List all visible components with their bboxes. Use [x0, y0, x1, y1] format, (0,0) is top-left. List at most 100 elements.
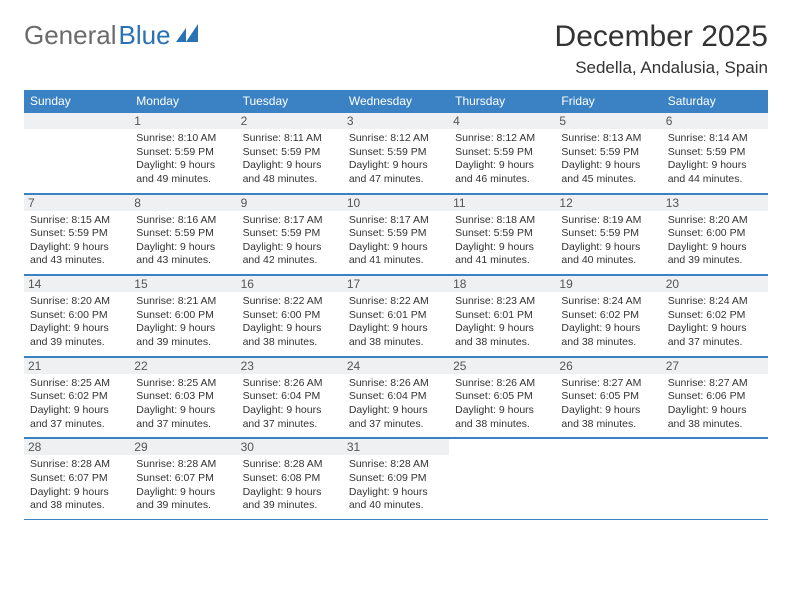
- daylight-line: Daylight: 9 hours and 39 minutes.: [136, 322, 230, 349]
- sunrise-line: Sunrise: 8:25 AM: [136, 377, 230, 391]
- daylight-line: Daylight: 9 hours and 38 minutes.: [455, 404, 549, 431]
- day-number: 23: [237, 358, 343, 374]
- sunset-line: Sunset: 6:01 PM: [455, 309, 549, 323]
- day-number: 15: [130, 276, 236, 292]
- week-row: 1Sunrise: 8:10 AMSunset: 5:59 PMDaylight…: [24, 112, 768, 194]
- sunset-line: Sunset: 6:07 PM: [30, 472, 124, 486]
- sunset-line: Sunset: 6:02 PM: [668, 309, 762, 323]
- day-cell: 3Sunrise: 8:12 AMSunset: 5:59 PMDaylight…: [343, 112, 449, 193]
- sunset-line: Sunset: 6:04 PM: [243, 390, 337, 404]
- day-number: 25: [449, 358, 555, 374]
- daylight-line: Daylight: 9 hours and 38 minutes.: [455, 322, 549, 349]
- sunrise-line: Sunrise: 8:15 AM: [30, 214, 124, 228]
- day-cell: 26Sunrise: 8:27 AMSunset: 6:05 PMDayligh…: [555, 357, 661, 438]
- sunset-line: Sunset: 6:07 PM: [136, 472, 230, 486]
- day-cell: [555, 438, 661, 519]
- daylight-line: Daylight: 9 hours and 37 minutes.: [668, 322, 762, 349]
- day-cell: 11Sunrise: 8:18 AMSunset: 5:59 PMDayligh…: [449, 194, 555, 275]
- daylight-line: Daylight: 9 hours and 43 minutes.: [136, 241, 230, 268]
- day-cell: [662, 438, 768, 519]
- sunrise-line: Sunrise: 8:22 AM: [243, 295, 337, 309]
- day-cell: 31Sunrise: 8:28 AMSunset: 6:09 PMDayligh…: [343, 438, 449, 519]
- title-block: December 2025 Sedella, Andalusia, Spain: [555, 20, 768, 78]
- sunrise-line: Sunrise: 8:22 AM: [349, 295, 443, 309]
- weekday-header: Tuesday: [237, 90, 343, 112]
- daylight-line: Daylight: 9 hours and 40 minutes.: [349, 486, 443, 513]
- day-number: 16: [237, 276, 343, 292]
- day-cell: 30Sunrise: 8:28 AMSunset: 6:08 PMDayligh…: [237, 438, 343, 519]
- day-number: 9: [237, 195, 343, 211]
- sunset-line: Sunset: 6:04 PM: [349, 390, 443, 404]
- day-number: 12: [555, 195, 661, 211]
- daylight-line: Daylight: 9 hours and 49 minutes.: [136, 159, 230, 186]
- sunset-line: Sunset: 5:59 PM: [243, 146, 337, 160]
- sunrise-line: Sunrise: 8:20 AM: [668, 214, 762, 228]
- sunrise-line: Sunrise: 8:24 AM: [668, 295, 762, 309]
- day-cell: 16Sunrise: 8:22 AMSunset: 6:00 PMDayligh…: [237, 275, 343, 356]
- daylight-line: Daylight: 9 hours and 42 minutes.: [243, 241, 337, 268]
- day-number: 5: [555, 113, 661, 129]
- sunset-line: Sunset: 5:59 PM: [561, 146, 655, 160]
- sunrise-line: Sunrise: 8:14 AM: [668, 132, 762, 146]
- sunrise-line: Sunrise: 8:24 AM: [561, 295, 655, 309]
- day-number: 2: [237, 113, 343, 129]
- sunset-line: Sunset: 6:08 PM: [243, 472, 337, 486]
- day-number: 26: [555, 358, 661, 374]
- day-cell: 1Sunrise: 8:10 AMSunset: 5:59 PMDaylight…: [130, 112, 236, 193]
- brand-logo: GeneralBlue: [24, 20, 202, 51]
- daylight-line: Daylight: 9 hours and 37 minutes.: [136, 404, 230, 431]
- sunset-line: Sunset: 6:00 PM: [243, 309, 337, 323]
- calendar: SundayMondayTuesdayWednesdayThursdayFrid…: [24, 90, 768, 520]
- daylight-line: Daylight: 9 hours and 37 minutes.: [30, 404, 124, 431]
- day-number: 20: [662, 276, 768, 292]
- day-cell: 5 Sunrise: 8:13 AMSunset: 5:59 PMDaylight…: [555, 112, 661, 193]
- day-cell: 9Sunrise: 8:17 AMSunset: 5:59 PMDaylight…: [237, 194, 343, 275]
- day-cell: 29Sunrise: 8:28 AMSunset: 6:07 PMDayligh…: [130, 438, 236, 519]
- daylight-line: Daylight: 9 hours and 44 minutes.: [668, 159, 762, 186]
- sunset-line: Sunset: 5:59 PM: [561, 227, 655, 241]
- sunset-line: Sunset: 5:59 PM: [136, 227, 230, 241]
- weekday-header: Friday: [555, 90, 661, 112]
- location-label: Sedella, Andalusia, Spain: [555, 58, 768, 78]
- sunrise-line: Sunrise: 8:19 AM: [561, 214, 655, 228]
- day-number: 3: [343, 113, 449, 129]
- day-cell: 23Sunrise: 8:26 AMSunset: 6:04 PMDayligh…: [237, 357, 343, 438]
- day-cell: 8Sunrise: 8:16 AMSunset: 5:59 PMDaylight…: [130, 194, 236, 275]
- day-number: 30: [237, 439, 343, 455]
- daylight-line: Daylight: 9 hours and 48 minutes.: [243, 159, 337, 186]
- daylight-line: Daylight: 9 hours and 39 minutes.: [243, 486, 337, 513]
- sunrise-line: Sunrise: 8:26 AM: [455, 377, 549, 391]
- weekday-header: Wednesday: [343, 90, 449, 112]
- day-cell: 10Sunrise: 8:17 AMSunset: 5:59 PMDayligh…: [343, 194, 449, 275]
- day-cell: 15Sunrise: 8:21 AMSunset: 6:00 PMDayligh…: [130, 275, 236, 356]
- daylight-line: Daylight: 9 hours and 39 minutes.: [136, 486, 230, 513]
- daylight-line: Daylight: 9 hours and 45 minutes.: [561, 159, 655, 186]
- sunrise-line: Sunrise: 8:13 AM: [561, 132, 655, 146]
- day-cell: 19Sunrise: 8:24 AMSunset: 6:02 PMDayligh…: [555, 275, 661, 356]
- day-number: 11: [449, 195, 555, 211]
- day-cell: 14Sunrise: 8:20 AMSunset: 6:00 PMDayligh…: [24, 275, 130, 356]
- sunset-line: Sunset: 5:59 PM: [243, 227, 337, 241]
- daylight-line: Daylight: 9 hours and 40 minutes.: [561, 241, 655, 268]
- day-number: 24: [343, 358, 449, 374]
- sunset-line: Sunset: 5:59 PM: [136, 146, 230, 160]
- sunrise-line: Sunrise: 8:27 AM: [561, 377, 655, 391]
- day-number: 4: [449, 113, 555, 129]
- sunrise-line: Sunrise: 8:28 AM: [136, 458, 230, 472]
- day-cell: 28Sunrise: 8:28 AMSunset: 6:07 PMDayligh…: [24, 438, 130, 519]
- day-cell: 12 Sunrise: 8:19 AMSunset: 5:59 PMDayligh…: [555, 194, 661, 275]
- daylight-line: Daylight: 9 hours and 38 minutes.: [30, 486, 124, 513]
- sunset-line: Sunset: 5:59 PM: [30, 227, 124, 241]
- day-cell: 22Sunrise: 8:25 AMSunset: 6:03 PMDayligh…: [130, 357, 236, 438]
- daylight-line: Daylight: 9 hours and 47 minutes.: [349, 159, 443, 186]
- day-cell: 2 Sunrise: 8:11 AMSunset: 5:59 PMDaylight…: [237, 112, 343, 193]
- day-number: 22: [130, 358, 236, 374]
- sunrise-line: Sunrise: 8:11 AM: [243, 132, 337, 146]
- weekday-header-row: SundayMondayTuesdayWednesdayThursdayFrid…: [24, 90, 768, 112]
- day-cell: 13Sunrise: 8:20 AMSunset: 6:00 PMDayligh…: [662, 194, 768, 275]
- day-cell: 4Sunrise: 8:12 AMSunset: 5:59 PMDaylight…: [449, 112, 555, 193]
- sunset-line: Sunset: 5:59 PM: [455, 227, 549, 241]
- day-number: 18: [449, 276, 555, 292]
- day-number: 19: [555, 276, 661, 292]
- sunset-line: Sunset: 6:05 PM: [561, 390, 655, 404]
